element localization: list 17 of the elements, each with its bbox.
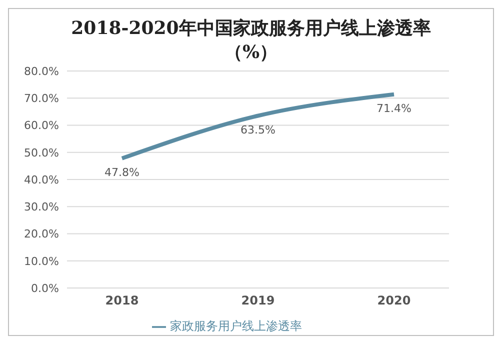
y-tick-label: 70.0%: [24, 92, 59, 106]
y-tick-label: 10.0%: [24, 254, 59, 268]
data-label: 47.8%: [104, 166, 140, 180]
x-tick-label: 2020: [377, 294, 411, 308]
x-tick-label: 2019: [241, 294, 275, 308]
data-label: 63.5%: [240, 124, 276, 137]
x-tick-label: 2018: [105, 294, 139, 308]
y-tick-label: 40.0%: [24, 173, 59, 186]
y-tick-label: 60.0%: [24, 119, 59, 132]
data-label: 71.4%: [376, 102, 412, 116]
chart-title: 2018-2020年中国家政服务用户线上渗透率（%）: [70, 17, 432, 65]
y-tick-label: 80.0%: [24, 64, 59, 78]
y-tick-label: 0.0%: [31, 282, 59, 295]
legend-label: 家政服务用户线上渗透率: [170, 319, 302, 333]
y-tick-label: 30.0%: [24, 200, 59, 214]
y-tick-label: 20.0%: [24, 228, 59, 241]
y-tick-label: 50.0%: [24, 146, 59, 160]
